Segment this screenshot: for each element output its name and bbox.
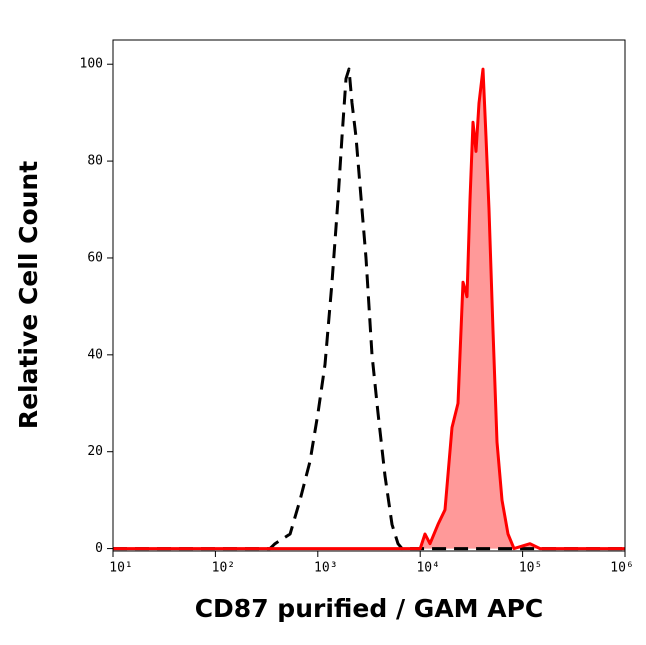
y-tick-label: 20 — [87, 444, 103, 459]
y-axis-label: Relative Cell Count — [14, 161, 43, 429]
x-tick-label: 10¹ — [109, 561, 132, 576]
x-tick-label: 10² — [212, 561, 235, 576]
x-tick-label: 10⁶ — [610, 561, 633, 576]
y-tick-label: 0 — [95, 541, 103, 556]
plot-frame — [112, 39, 626, 552]
x-tick-label: 10³ — [314, 561, 337, 576]
y-tick-label: 80 — [87, 154, 103, 169]
y-tick-label: 100 — [80, 57, 103, 72]
y-tick-label: 60 — [87, 250, 103, 265]
y-tick-label: 40 — [87, 347, 103, 362]
x-tick-label: 10⁵ — [519, 561, 542, 576]
line — [113, 67, 625, 551]
line — [113, 67, 625, 551]
x-axis-label: CD87 purified / GAM APC — [195, 594, 544, 623]
x-tick-label: 10⁴ — [416, 561, 439, 576]
